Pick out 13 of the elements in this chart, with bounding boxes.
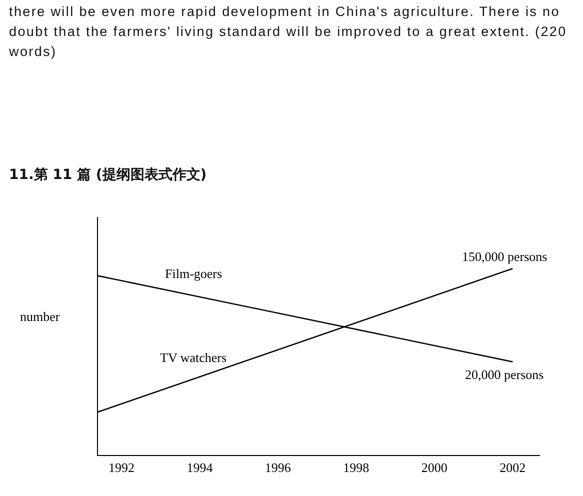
y-axis-title: number [20,309,60,324]
x-tick-label: 1992 [108,460,134,475]
x-tick-label: 1998 [343,460,370,475]
x-tick-label: 1996 [264,460,292,475]
data-label: 20,000 persons [465,367,544,382]
chart-title: 11.第 11 篇 (提纲图表式作文) [9,166,207,184]
data-label: 150,000 persons [462,249,548,264]
series-label: TV watchers [160,350,227,365]
x-tick-label: 2002 [500,460,526,475]
series-label: Film-goers [165,266,222,281]
x-tick-label: 1994 [186,460,214,475]
text: there will be even more rapid development in China's agriculture. There is no doubt that the farmers' living standard will be improved to a great extent. (220 words) [9,3,568,61]
x-tick-label: 2000 [421,460,448,475]
